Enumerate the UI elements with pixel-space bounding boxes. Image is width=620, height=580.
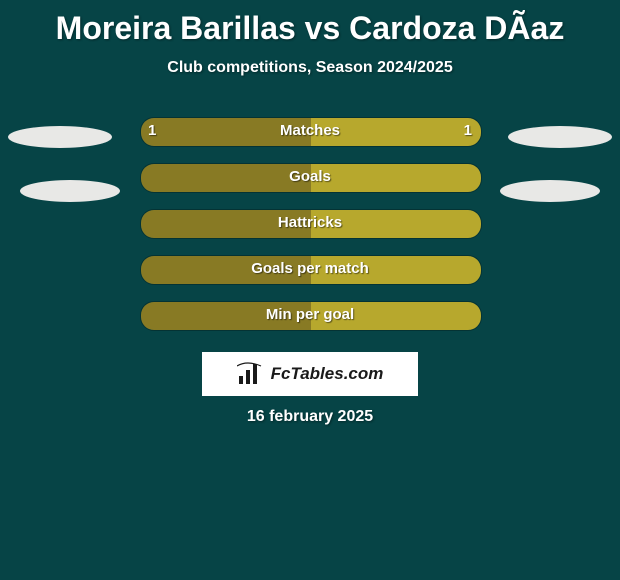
comparison-row: Hattricks [0,209,620,255]
bar-right-segment [311,210,481,238]
bar-right-segment [311,302,481,330]
snapshot-date: 16 february 2025 [0,408,620,426]
comparison-row: Goals per match [0,255,620,301]
bar-left-segment [141,210,311,238]
decoration-ellipse [20,180,120,202]
comparison-row: Min per goal [0,301,620,347]
decoration-ellipse [508,126,612,148]
bar-track [140,163,482,193]
bar-left-segment [141,302,311,330]
bar-left-segment [141,118,311,146]
bar-chart-icon [237,362,265,386]
bar-right-segment [311,118,481,146]
bar-track [140,301,482,331]
stats-card: Moreira Barillas vs Cardoza DÃ­az Club c… [0,0,620,580]
decoration-ellipse [8,126,112,148]
bar-left-segment [141,256,311,284]
bar-right-segment [311,164,481,192]
decoration-ellipse [500,180,600,202]
bar-left-segment [141,164,311,192]
source-logo: FcTables.com [202,352,418,396]
comparison-rows: Matches11GoalsHattricksGoals per matchMi… [0,117,620,347]
bar-track [140,209,482,239]
subtitle: Club competitions, Season 2024/2025 [0,59,620,77]
bar-right-value: 1 [464,117,472,145]
bar-track [140,117,482,147]
bar-track [140,255,482,285]
bar-left-value: 1 [148,117,156,145]
logo-text: FcTables.com [271,364,384,384]
bar-right-segment [311,256,481,284]
page-title: Moreira Barillas vs Cardoza DÃ­az [0,0,620,47]
